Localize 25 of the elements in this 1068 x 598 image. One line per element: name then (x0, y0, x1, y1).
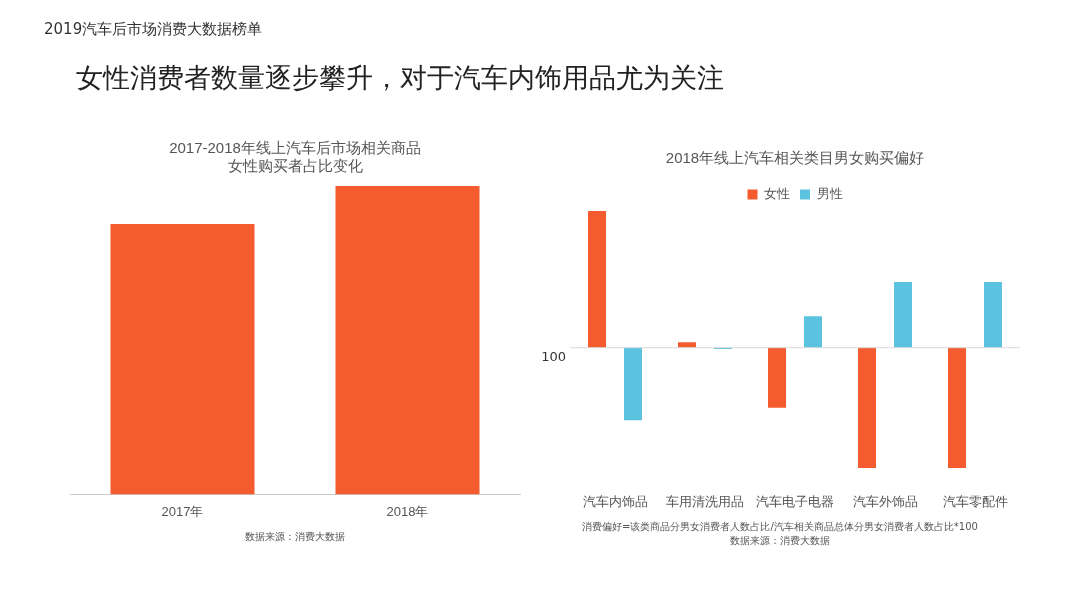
source-note: 数据来源：消费大数据 (244, 530, 346, 544)
x-tick-label: 车用清洗用品 (666, 493, 744, 509)
legend-label: 女性 (764, 186, 790, 202)
x-tick-label: 汽车零配件 (942, 493, 1008, 509)
x-tick-label: 汽车电子电器 (756, 493, 834, 509)
text: 消费偏好=该类商品分男女消费者人数占比/汽车相关商品总体分男女消费者人数占比*100 (581, 520, 979, 534)
legend-label: 男性 (816, 186, 843, 202)
bar (894, 282, 912, 348)
x-tick-label: 2018年 (386, 503, 429, 519)
bar (858, 347, 876, 468)
chart-title: 2017-2018年线上汽车后市场相关商品女性购买者占比变化 (169, 139, 421, 175)
x-tick-label: 2017年 (161, 503, 204, 519)
text: 100 (541, 349, 566, 365)
bar (984, 282, 1002, 348)
chart-title: 2018年线上汽车相关类目男女购买偏好 (665, 149, 925, 167)
source-note: 数据来源：消费大数据 (729, 534, 831, 548)
bar (768, 347, 786, 408)
x-tick-label: 汽车内饰品 (582, 493, 648, 509)
text: 2019汽车后市场消费大数据榜单 (44, 20, 263, 39)
bar (804, 316, 822, 348)
x-tick-label: 汽车外饰品 (852, 493, 918, 509)
text: 女性消费者数量逐步攀升，对于汽车内饰用品尤为关注 (76, 61, 724, 95)
bar (624, 347, 642, 421)
bar (588, 211, 606, 348)
bar (948, 347, 966, 468)
